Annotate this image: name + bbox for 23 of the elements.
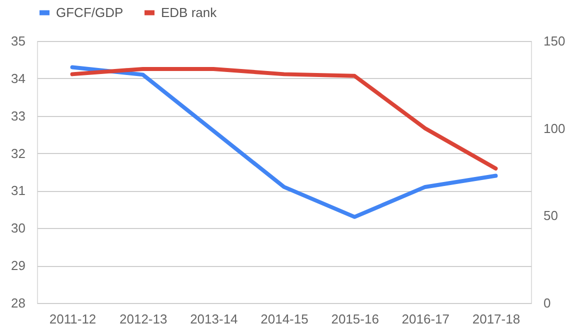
- y2-tick-label: 150: [544, 34, 566, 48]
- x-tick-label: 2011-12: [49, 312, 96, 326]
- line-series: [70, 65, 498, 219]
- y-tick-label: 34: [11, 70, 26, 86]
- x-tick-label: 2013-14: [190, 312, 238, 326]
- y-tick-label: 29: [11, 258, 26, 274]
- x-tick-label: 2015-16: [331, 312, 379, 326]
- line-series: [70, 66, 498, 171]
- y-tick-label: 35: [11, 34, 26, 48]
- y2-tick-label: 50: [544, 208, 558, 224]
- x-tick-label: 2017-18: [472, 312, 520, 326]
- legend-label: EDB rank: [161, 4, 218, 20]
- y-tick-label: 33: [11, 108, 26, 124]
- y-tick-label: 32: [11, 146, 26, 161]
- y-tick-label: 30: [11, 220, 26, 236]
- y-tick-label: 31: [11, 183, 26, 198]
- x-tick-label: 2012-13: [120, 312, 168, 326]
- y-tick-label: 28: [11, 296, 26, 310]
- x-tick-label: 2014-15: [260, 312, 308, 326]
- legend-label: GFCF/GDP: [56, 4, 124, 20]
- x-tick-label: 2016-17: [402, 312, 450, 326]
- y2-tick-label: 100: [544, 120, 566, 136]
- y2-tick-label: 0: [544, 296, 551, 310]
